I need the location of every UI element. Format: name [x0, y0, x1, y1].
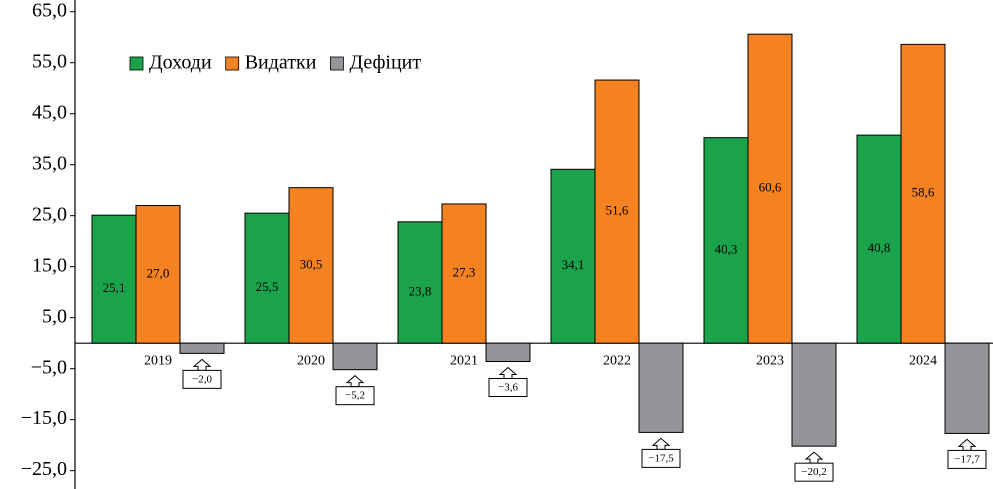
legend-label: Дефіцит — [349, 52, 421, 74]
y-tick-label: 35,0 — [32, 152, 67, 174]
label-box — [641, 448, 681, 468]
label-arrow — [651, 437, 671, 450]
value-label: 30,5 — [300, 256, 323, 271]
value-label: −17,5 — [648, 452, 674, 464]
x-tick-label: 2024 — [909, 353, 937, 368]
y-tick-label: −25,0 — [21, 458, 67, 480]
y-tick-label: 25,0 — [32, 203, 67, 225]
label-arrow — [804, 451, 824, 464]
value-label: 51,6 — [606, 203, 629, 218]
bar — [288, 187, 334, 344]
value-label: 40,8 — [868, 240, 891, 255]
label-arrow — [498, 366, 518, 380]
bar — [856, 134, 902, 344]
label-box — [182, 369, 222, 389]
value-label: −3,6 — [498, 382, 518, 394]
y-tick-label: 45,0 — [32, 101, 67, 123]
bar — [135, 204, 181, 344]
x-tick-label: 2023 — [756, 353, 784, 368]
label-arrow — [345, 375, 365, 388]
y-tick-label: 15,0 — [32, 254, 67, 276]
x-tick-label: 2019 — [144, 353, 172, 368]
bar — [91, 214, 137, 344]
value-label: −2,0 — [192, 373, 212, 385]
bar — [485, 342, 531, 363]
x-tick-label: 2022 — [603, 353, 631, 368]
bar — [791, 342, 837, 447]
label-arrow — [957, 438, 977, 451]
legend-swatch — [129, 56, 144, 71]
value-label: 27,0 — [147, 265, 170, 280]
label-arrow — [192, 358, 212, 371]
value-label: 34,1 — [562, 257, 585, 272]
x-tick-label: 2021 — [450, 353, 478, 368]
bar — [944, 342, 990, 434]
y-tick-label: −15,0 — [21, 407, 67, 429]
value-label: −20,2 — [801, 466, 826, 478]
legend-label: Видатки — [245, 52, 317, 74]
value-label: 23,8 — [409, 283, 432, 298]
legend-label: Доходи — [149, 52, 212, 74]
value-label: 58,6 — [912, 185, 935, 200]
value-label: 25,1 — [103, 280, 126, 295]
legend-swatch — [330, 56, 344, 71]
label-box — [488, 378, 528, 398]
bar — [747, 33, 793, 344]
value-label: 40,3 — [715, 241, 738, 256]
y-tick-label: 5,0 — [42, 305, 67, 327]
y-tick-label: 55,0 — [32, 50, 67, 72]
value-label: 27,3 — [453, 265, 476, 280]
value-label: 60,6 — [759, 180, 782, 195]
bar — [179, 342, 225, 354]
legend-swatch — [225, 56, 240, 71]
bar — [244, 212, 290, 344]
y-tick-label: 65,0 — [32, 0, 67, 21]
bar — [900, 43, 946, 344]
label-box — [947, 449, 987, 469]
value-label: 25,5 — [256, 279, 279, 294]
label-box — [794, 462, 834, 482]
label-box — [335, 386, 375, 406]
x-tick-label: 2020 — [297, 353, 325, 368]
bar — [441, 203, 487, 344]
bar — [594, 79, 640, 344]
y-tick-label: −5,0 — [31, 356, 67, 378]
value-label: −5,2 — [345, 390, 365, 402]
bar — [638, 342, 684, 433]
value-label: −17,7 — [954, 453, 980, 465]
bar — [332, 342, 378, 371]
bar — [703, 137, 749, 344]
